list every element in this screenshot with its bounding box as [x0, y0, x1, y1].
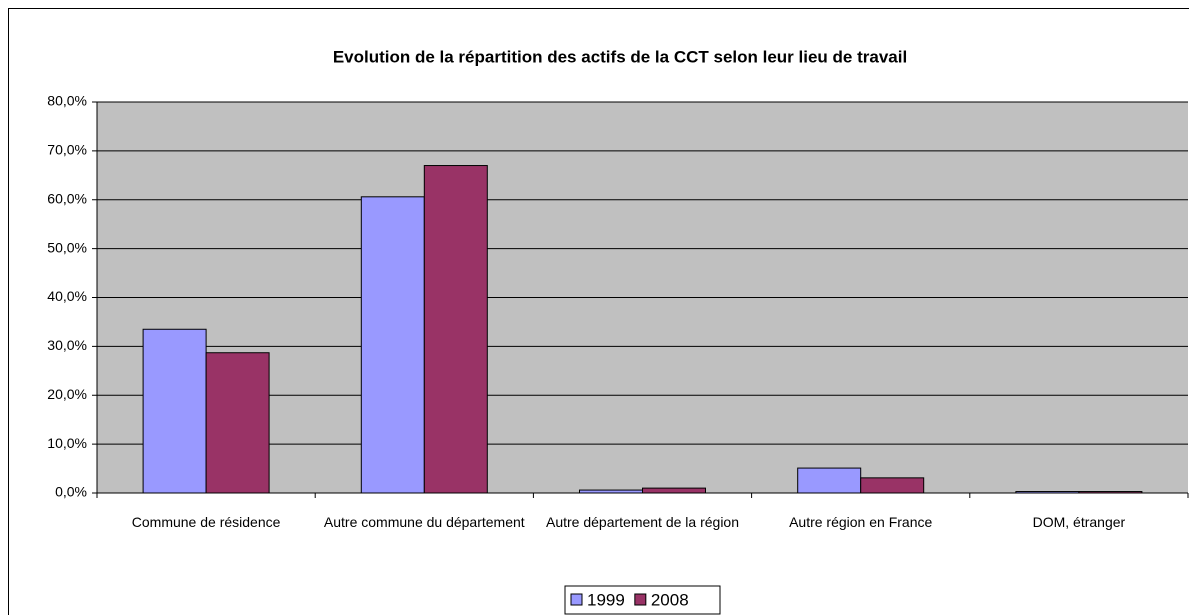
bar: [642, 487, 706, 494]
bar: [579, 489, 643, 494]
bar: [423, 165, 488, 494]
legend-swatch: [634, 593, 647, 606]
bar: [360, 196, 425, 494]
x-tick-label: Autre région en France: [789, 514, 933, 530]
y-tick-label: 40,0%: [47, 288, 87, 304]
y-tick-label: 70,0%: [47, 142, 87, 158]
x-tick-label: Autre département de la région: [545, 514, 739, 530]
x-tick-label: Commune de résidence: [131, 514, 281, 530]
x-tick-label: DOM, étranger: [1032, 514, 1126, 530]
bar: [860, 477, 925, 494]
x-tick-label: Autre commune du département: [323, 514, 525, 530]
bar: [797, 467, 862, 494]
y-tick-label: 80,0%: [47, 93, 87, 109]
y-tick-label: 10,0%: [47, 435, 87, 451]
legend-swatch: [570, 593, 583, 606]
bar: [1078, 491, 1143, 494]
chart-title: Evolution de la répartition des actifs d…: [333, 47, 907, 66]
bar: [205, 352, 270, 494]
y-tick-label: 0,0%: [55, 484, 87, 500]
y-tick-label: 50,0%: [47, 239, 87, 255]
legend-label: 2008: [651, 590, 689, 609]
y-tick-label: 30,0%: [47, 337, 87, 353]
y-tick-label: 60,0%: [47, 190, 87, 206]
y-tick-label: 20,0%: [47, 386, 87, 402]
bar: [142, 328, 207, 494]
bar: [1015, 491, 1080, 494]
legend-label: 1999: [587, 590, 625, 609]
